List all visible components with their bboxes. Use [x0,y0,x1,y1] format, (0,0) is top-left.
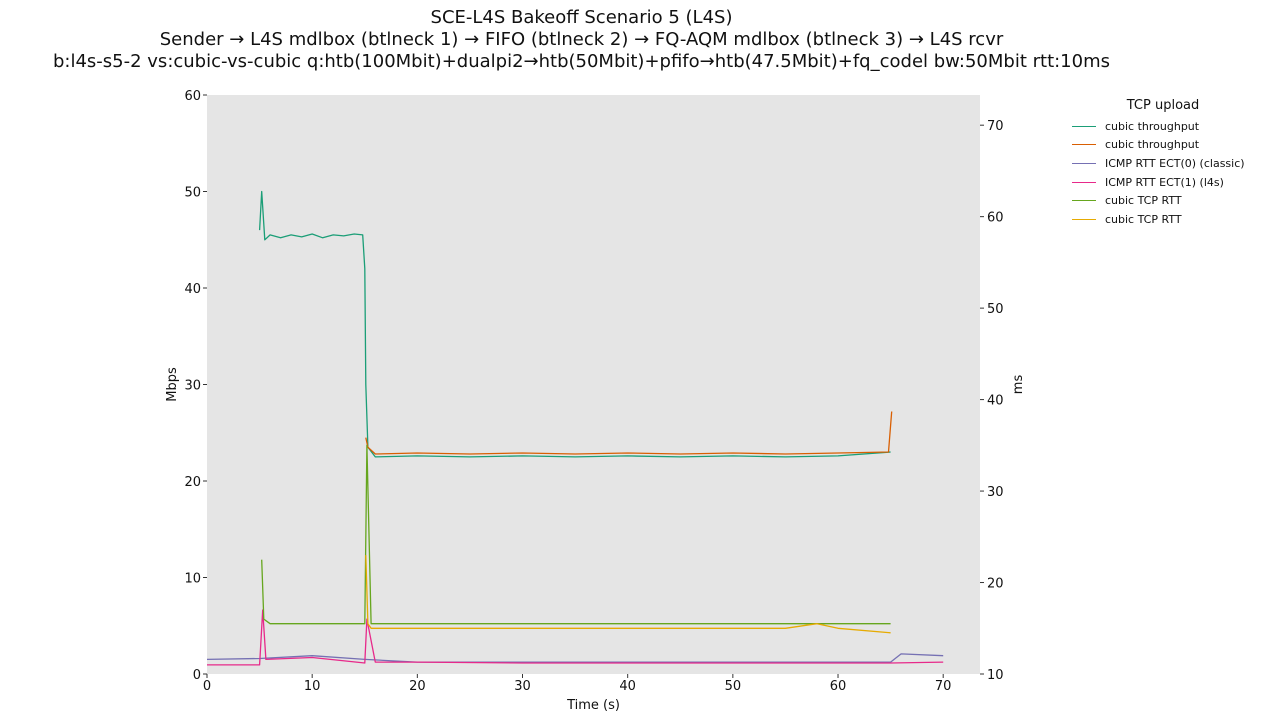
legend-swatch [1072,181,1096,183]
x-tick-label: 40 [619,679,636,694]
y2-tick-label: 20 [987,577,1004,592]
legend-swatch [1072,200,1096,202]
series-line-3 [207,609,944,666]
legend-title: TCP upload [1126,98,1200,113]
y-tick-label: 30 [184,379,201,394]
x-tick-label: 50 [725,679,742,694]
y2-axis-label: ms [1011,375,1026,395]
x-tick-label: 10 [304,679,321,694]
legend-label: cubic throughput [1105,119,1200,133]
legend-label: ICMP RTT ECT(1) (l4s) [1105,175,1224,189]
legend-swatch [1072,218,1096,220]
chart-title: SCE-L4S Bakeoff Scenario 5 (L4S) [430,7,733,28]
y-tick-label: 20 [184,475,201,490]
y2-tick-label: 70 [987,119,1004,134]
legend-label: cubic TCP RTT [1105,212,1182,226]
x-tick-label: 70 [935,679,952,694]
plot-area [207,95,980,674]
x-tick-label: 30 [514,679,531,694]
chart-subtitle-config: b:l4s-s5-2 vs:cubic-vs-cubic q:htb(100Mb… [52,51,1111,72]
series-line-0 [258,190,891,458]
y-tick-label: 10 [184,572,201,587]
y2-tick-label: 10 [987,668,1004,683]
y2-tick-label: 30 [987,485,1004,500]
x-axis-label: Time (s) [566,698,620,713]
y-tick-label: 60 [184,89,201,104]
legend-item: cubic TCP RTT [1068,191,1258,210]
legend-item: ICMP RTT ECT(0) (classic) [1068,154,1258,173]
series-line-4 [261,444,891,625]
legend: TCP upload cubic throughput cubic through… [1068,98,1258,229]
legend-item: cubic TCP RTT [1068,210,1258,229]
chart-subtitle-path: Sender → L4S mdlbox (btlneck 1) → FIFO (… [159,29,1004,50]
y2-tick-label: 60 [987,211,1004,226]
y-tick-label: 40 [184,282,201,297]
y-tick-label: 50 [184,186,201,201]
y-axis-label: Mbps [165,367,180,402]
legend-swatch [1072,125,1096,127]
series-line-2 [206,653,944,663]
series-line-1 [365,411,893,455]
series-line-5 [365,555,891,634]
legend-items: cubic throughput cubic throughput ICMP RTT… [1068,117,1258,229]
legend-label: ICMP RTT ECT(0) (classic) [1105,156,1245,170]
legend-item: cubic throughput [1068,117,1258,136]
y2-tick-label: 40 [987,394,1004,409]
x-tick-label: 60 [830,679,847,694]
legend-label: cubic throughput [1105,138,1200,152]
legend-swatch [1072,144,1096,146]
y2-tick-label: 50 [987,302,1004,317]
x-tick-label: 0 [203,679,211,694]
legend-item: cubic throughput [1068,136,1258,155]
legend-item: ICMP RTT ECT(1) (l4s) [1068,173,1258,192]
legend-label: cubic TCP RTT [1105,194,1182,208]
x-tick-label: 20 [409,679,426,694]
y-tick-label: 0 [193,668,201,683]
legend-swatch [1072,162,1096,164]
